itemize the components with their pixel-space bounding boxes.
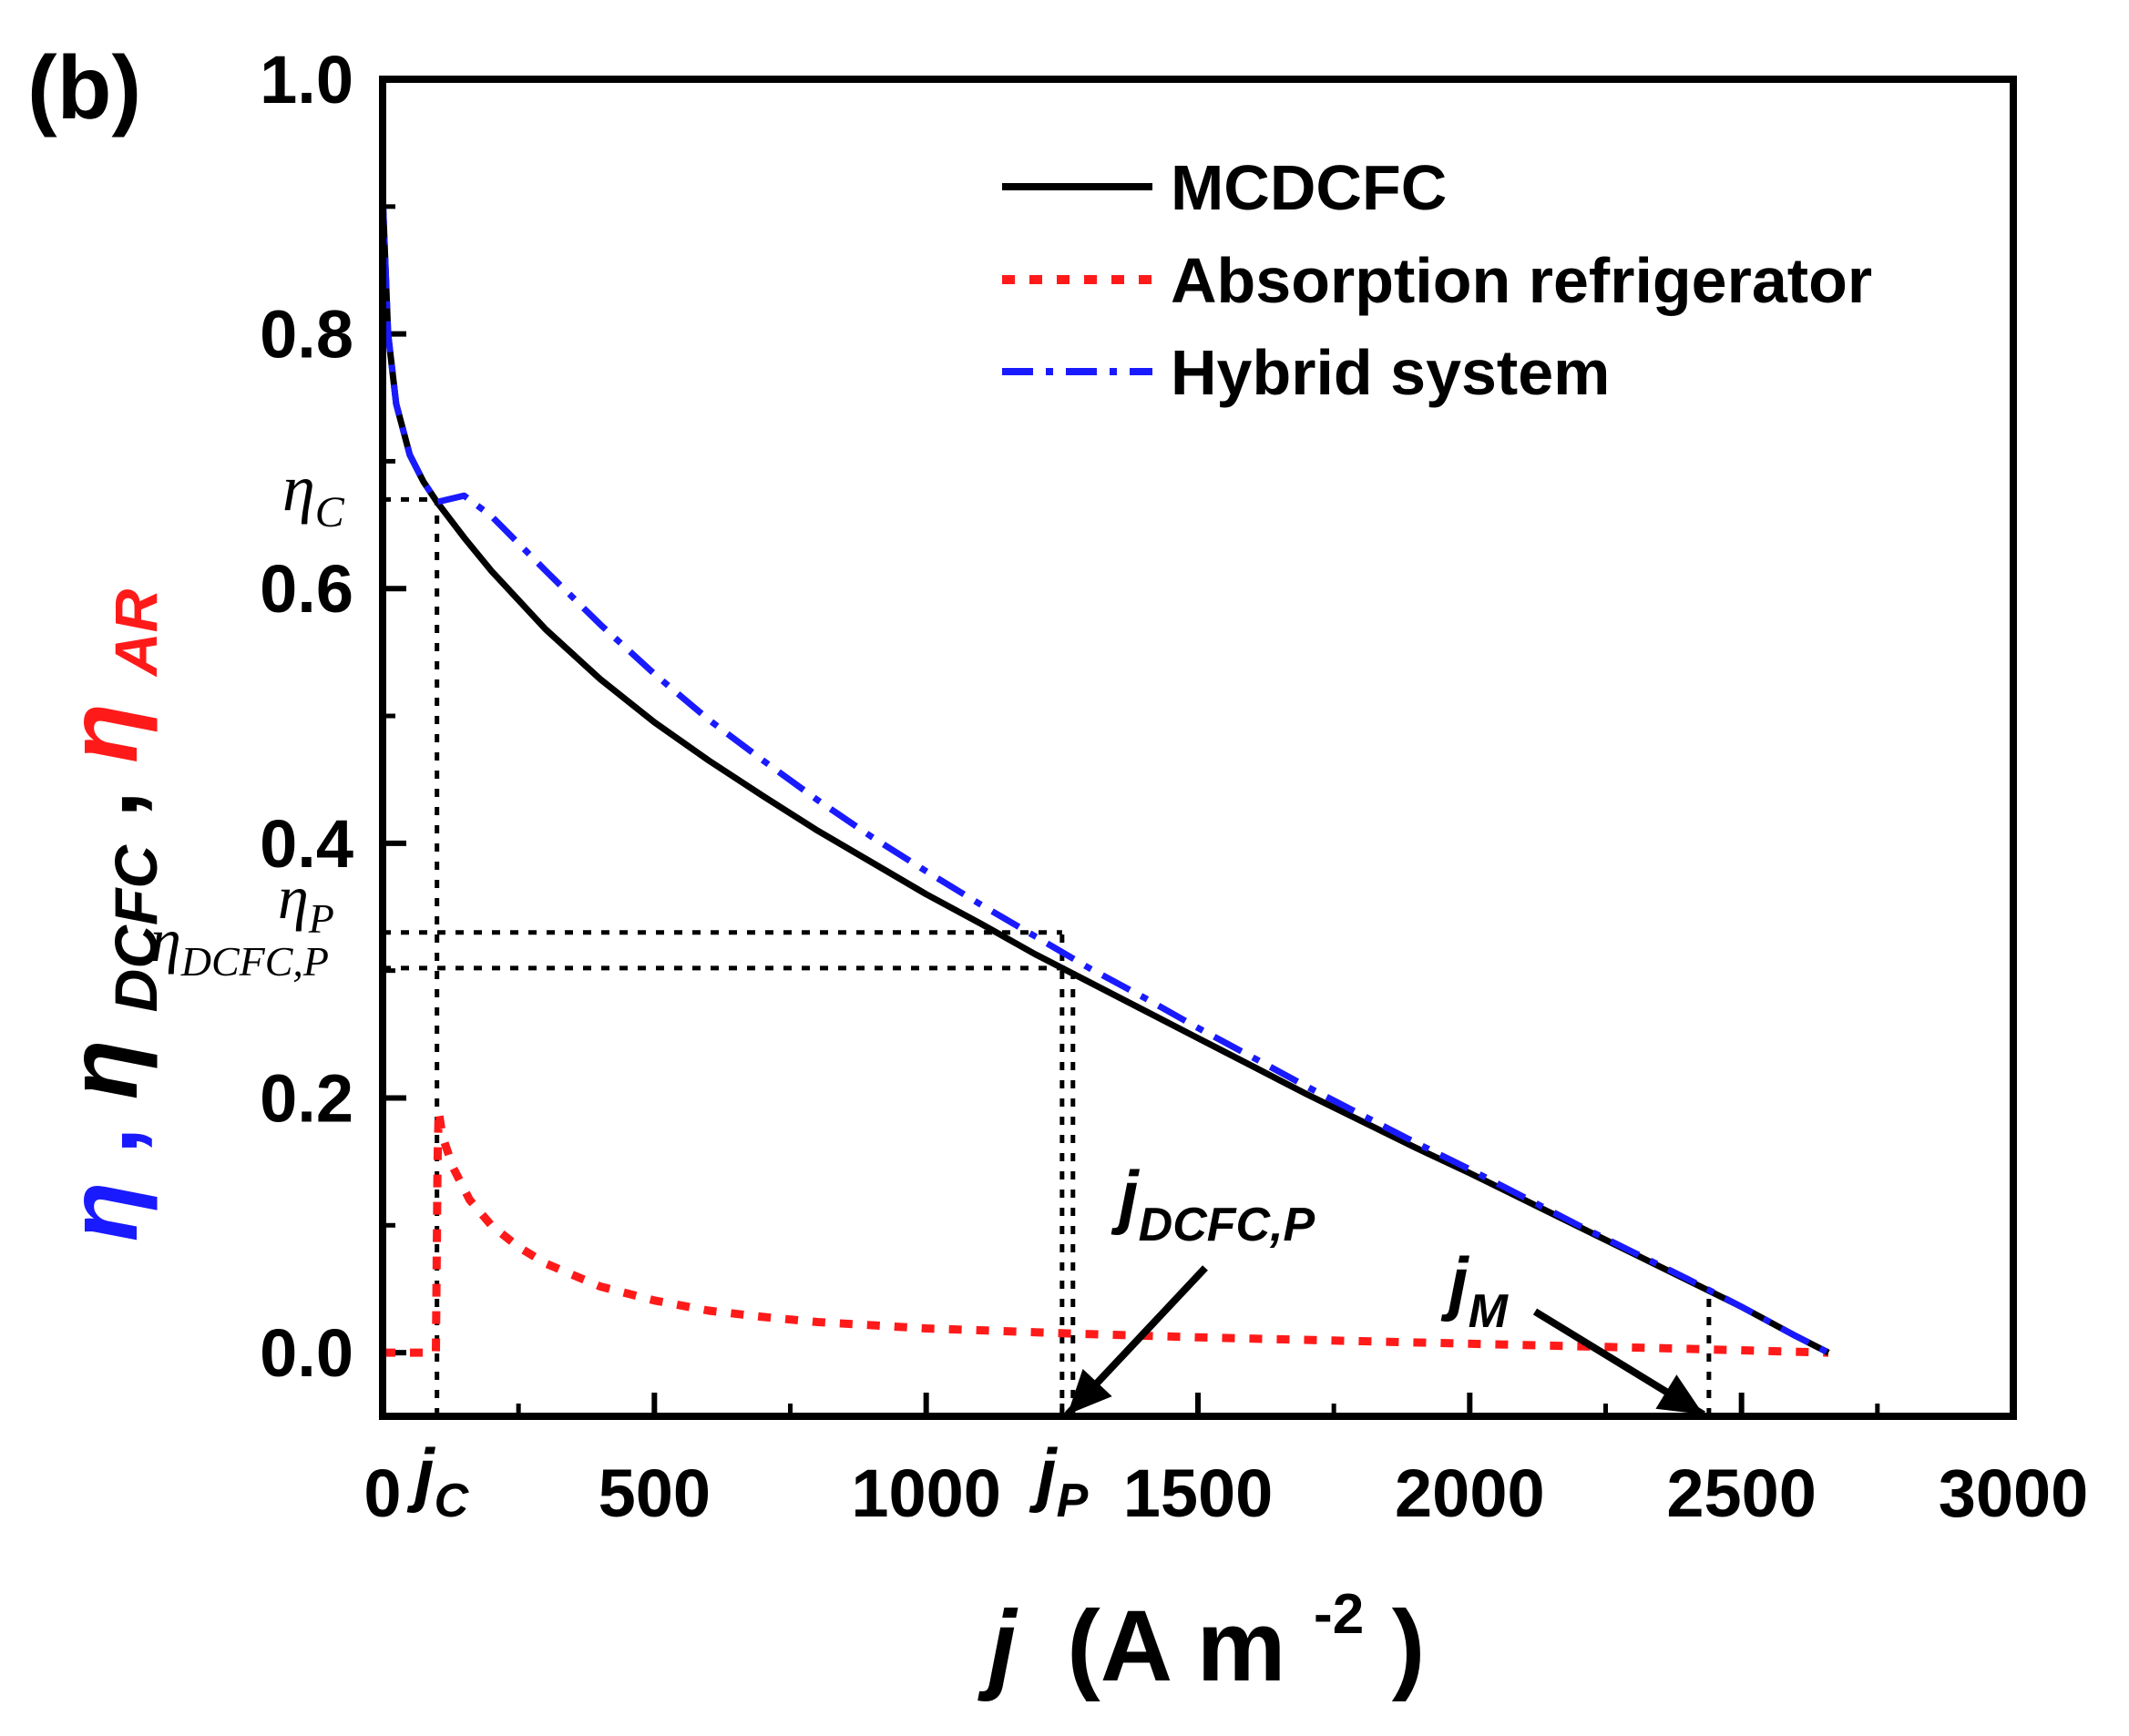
x-tick-label: 500 — [599, 1455, 711, 1531]
y-tick-label: 0.4 — [260, 806, 353, 882]
j-dcfc-p-label: jDCFC,P — [1111, 1156, 1315, 1251]
arrow-j-dcfc-p-head — [1067, 1368, 1112, 1414]
x-axis-unit-exp: -2 — [1314, 1583, 1364, 1646]
eta-c-label: ηC — [282, 452, 345, 536]
y-tick-label: 0.0 — [260, 1315, 353, 1391]
legend-entry-hybrid-system: Hybrid system — [1171, 337, 1610, 408]
x-tick-label: 1500 — [1123, 1455, 1274, 1531]
panel-label: (b) — [27, 37, 141, 138]
x-tick-label: 1000 — [851, 1455, 1001, 1531]
x-tick-label: 2500 — [1666, 1455, 1817, 1531]
legend: MCDCFC Absorption refrigerator Hybrid sy… — [1002, 152, 1872, 408]
x-tick-label: 0 — [363, 1455, 401, 1531]
plot-frame — [379, 76, 2017, 1420]
x-axis-title: j (A m -2 ) — [977, 1543, 1425, 1702]
y-tick-labels: 0.0 0.2 0.4 0.6 0.8 1.0 — [260, 42, 353, 1391]
y-label-sep-2: , — [47, 763, 158, 818]
series-line-hybrid-system — [379, 193, 1830, 1356]
arrows — [1064, 1265, 1705, 1418]
x-axis-unit: (A m — [1067, 1590, 1285, 1702]
y-tick-label: 1.0 — [260, 42, 353, 117]
legend-entry-mcdcfc: MCDCFC — [1171, 152, 1447, 223]
y-label-eta: η — [47, 1181, 158, 1241]
y-axis-title: η , η DCFC , η AR — [47, 588, 178, 1241]
series-line-absorption-refrigerator — [383, 1107, 1829, 1357]
j-c-label: jC — [406, 1434, 470, 1527]
y-tick-label: 0.2 — [260, 1060, 353, 1136]
legend-entry-absorption-refrigerator: Absorption refrigerator — [1171, 245, 1872, 316]
y-label-eta-ar-sub: AR — [102, 588, 169, 678]
x-axis-var: j — [977, 1590, 1018, 1702]
y-label-eta-dcfc: η — [47, 1039, 158, 1099]
y-label-sep-1: , — [47, 1099, 158, 1154]
x-tick-label: 3000 — [1939, 1455, 2089, 1531]
series-line-mcdcfc — [379, 193, 1830, 1356]
y-label-eta-ar: η — [47, 703, 158, 763]
x-tick-labels: 0 500 1000 1500 2000 2500 3000 — [363, 1455, 2088, 1531]
eta-p-label: ηP — [278, 863, 334, 942]
y-tick-label: 0.6 — [260, 551, 353, 627]
data-series — [379, 193, 1830, 1357]
j-p-label: jP — [1029, 1434, 1089, 1527]
arrow-j-m-head — [1655, 1374, 1704, 1414]
y-label-eta-dcfc-sub: DCFC — [102, 844, 169, 1013]
eta-dcfc-p-label: ηDCFC,P — [150, 905, 329, 985]
x-tick-label: 2000 — [1395, 1455, 1545, 1531]
x-axis-unit-close: ) — [1392, 1590, 1426, 1702]
y-tick-label: 0.8 — [260, 297, 353, 373]
j-m-label: jM — [1440, 1242, 1510, 1338]
